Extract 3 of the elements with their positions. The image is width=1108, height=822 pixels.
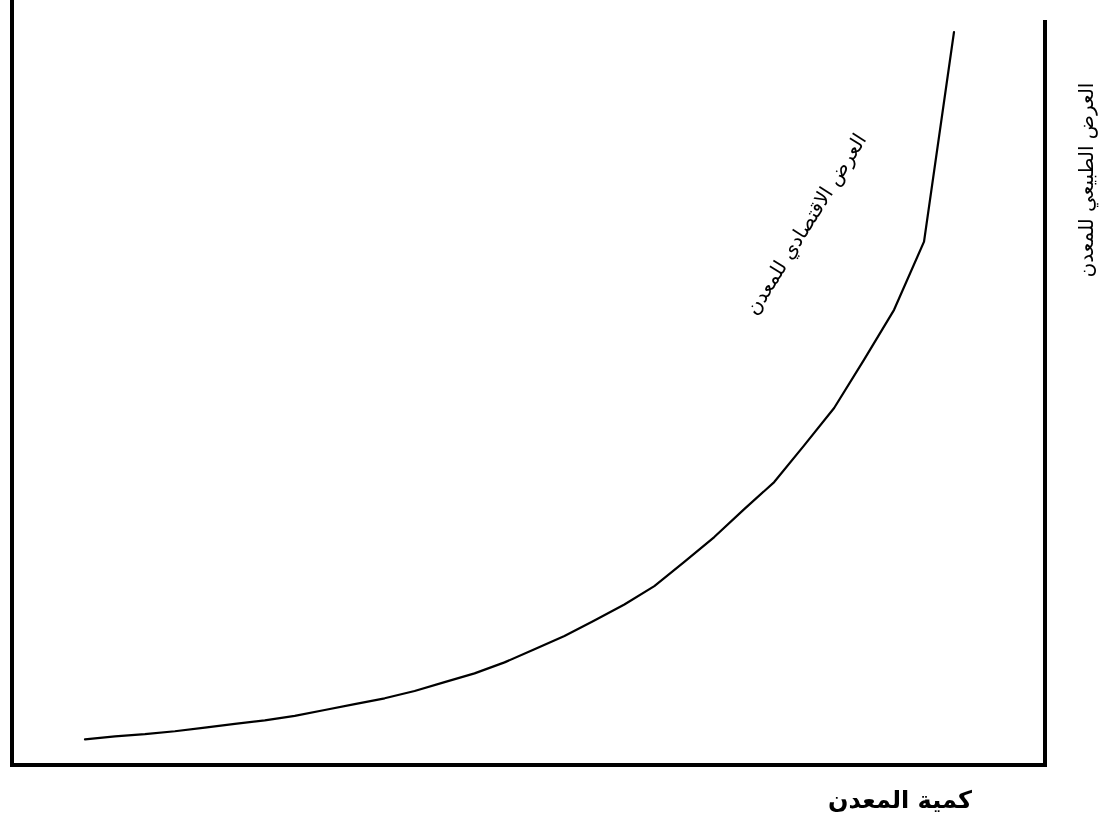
x-axis-title: كمية المعدن bbox=[828, 786, 973, 814]
text: العرض الطبيعي للمعدن bbox=[1073, 82, 1099, 278]
text: العرض الاقتصادي للمعدن bbox=[740, 129, 873, 320]
